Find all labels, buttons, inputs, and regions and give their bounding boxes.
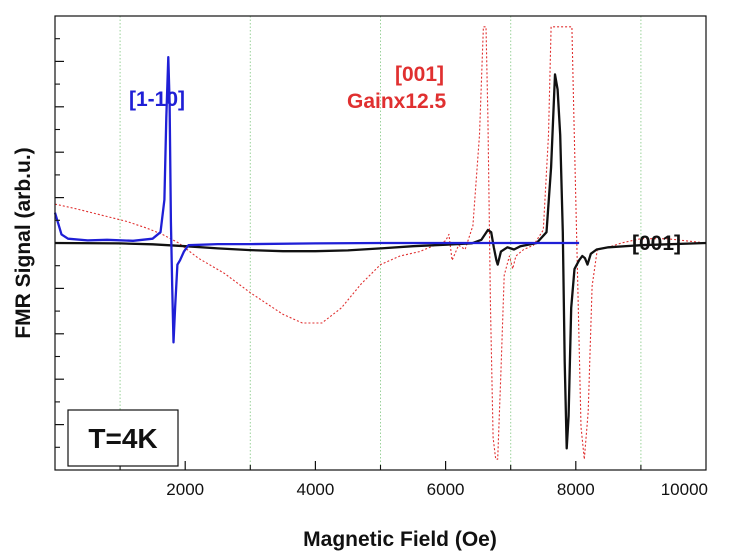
- x-tick-label: 4000: [296, 480, 334, 499]
- series-group: [53, 26, 707, 460]
- series-line: [54, 73, 707, 450]
- y-axis-title: FMR Signal (arb.u.): [12, 147, 35, 338]
- gridlines: [119, 16, 642, 470]
- temperature-label: T=4K: [88, 423, 157, 454]
- series-line: [53, 55, 580, 344]
- temperature-box: T=4K: [67, 409, 179, 467]
- x-tick-labels: 2000 4000 6000 8000 10000: [166, 480, 708, 499]
- axis-ticks: [55, 38, 642, 470]
- annotation-1-10: [1-10]: [129, 88, 185, 111]
- series-line: [54, 26, 707, 460]
- annotation-001-red: [001]: [395, 63, 444, 86]
- x-tick-label: 6000: [427, 480, 465, 499]
- x-tick-label: 8000: [557, 480, 595, 499]
- x-axis-title: Magnetic Field (Oe): [303, 528, 497, 551]
- annotation-001-black: [001]: [632, 232, 681, 255]
- x-tick-label: 2000: [166, 480, 204, 499]
- temperature-box-frame: [67, 409, 179, 467]
- x-tick-label: 10000: [661, 480, 708, 499]
- annotation-gain: Gainx12.5: [347, 90, 447, 113]
